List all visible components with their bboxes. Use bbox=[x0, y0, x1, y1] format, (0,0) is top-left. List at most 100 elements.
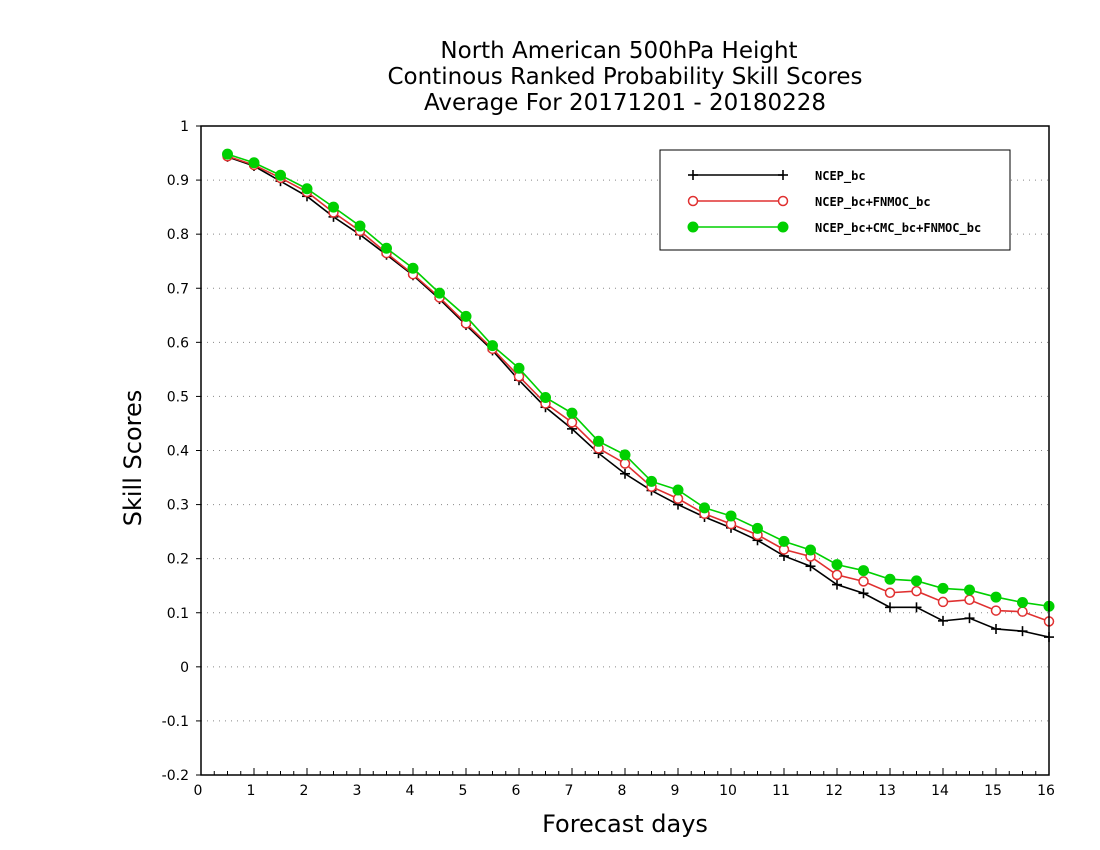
data-point bbox=[858, 576, 869, 587]
data-point bbox=[646, 475, 657, 487]
data-point bbox=[513, 362, 525, 374]
legend-marker bbox=[777, 195, 789, 207]
data-point bbox=[778, 535, 790, 547]
y-tick-label: 0.2 bbox=[167, 552, 189, 568]
x-axis-label: Forecast days bbox=[542, 810, 708, 838]
legend-marker bbox=[687, 195, 699, 207]
data-point bbox=[672, 484, 684, 496]
data-point bbox=[990, 591, 1002, 603]
legend-marker bbox=[778, 170, 788, 180]
data-point bbox=[805, 561, 816, 572]
y-tick-label: 1 bbox=[180, 119, 189, 135]
data-point bbox=[832, 579, 842, 590]
legend-entry-label: NCEP_bc+FNMOC_bc bbox=[815, 195, 931, 210]
data-point bbox=[911, 585, 922, 597]
chart-title-line-2: Continous Ranked Probability Skill Score… bbox=[387, 64, 862, 90]
y-tick-label: -0.2 bbox=[162, 768, 189, 784]
data-point bbox=[460, 310, 472, 322]
data-point bbox=[964, 584, 975, 596]
data-point bbox=[540, 391, 551, 403]
y-tick-label: 0.8 bbox=[167, 227, 189, 243]
y-axis-label: Skill Scores bbox=[119, 390, 147, 527]
data-point bbox=[885, 602, 895, 613]
data-point bbox=[725, 510, 737, 522]
data-point bbox=[964, 613, 975, 624]
data-point bbox=[222, 148, 233, 160]
x-tick-label: 8 bbox=[618, 783, 627, 799]
data-point bbox=[593, 435, 604, 447]
x-tick-label: 1 bbox=[247, 783, 256, 799]
x-tick-label: 3 bbox=[353, 783, 362, 799]
y-axis-ticks: 1 0.9 0.8 0.7 0.6 0.5 0.4 0.3 0.2 0.1 0 -0.1 -0.2 bbox=[162, 119, 201, 784]
plot-frame bbox=[200, 125, 1050, 776]
series-2 bbox=[222, 148, 1055, 612]
x-tick-label: 15 bbox=[984, 783, 1002, 799]
data-point bbox=[487, 340, 498, 352]
data-point bbox=[620, 468, 630, 479]
data-point bbox=[381, 242, 392, 254]
x-tick-label: 10 bbox=[719, 783, 737, 799]
x-tick-label: 11 bbox=[772, 783, 790, 799]
x-tick-label: 14 bbox=[931, 783, 949, 799]
data-point bbox=[619, 458, 631, 469]
data-point bbox=[566, 417, 578, 428]
chart-title-line-3: Average For 20171201 - 20180228 bbox=[424, 90, 826, 116]
data-point bbox=[858, 565, 869, 577]
x-tick-label: 5 bbox=[459, 783, 468, 799]
legend-box bbox=[659, 149, 1011, 251]
y-tick-label: -0.1 bbox=[162, 714, 189, 730]
legend-marker bbox=[687, 221, 699, 233]
legend-marker bbox=[777, 221, 789, 233]
x-tick-label: 0 bbox=[194, 783, 203, 799]
legend-entry-label: NCEP_bc bbox=[815, 169, 866, 184]
data-point bbox=[275, 169, 286, 181]
data-point bbox=[911, 602, 922, 613]
x-tick-label: 2 bbox=[300, 783, 309, 799]
x-tick-label: 9 bbox=[671, 783, 680, 799]
data-point bbox=[1017, 606, 1028, 617]
data-point bbox=[831, 569, 843, 581]
data-point bbox=[858, 588, 869, 599]
x-tick-label: 6 bbox=[512, 783, 521, 799]
data-point bbox=[938, 615, 948, 626]
data-point bbox=[566, 407, 578, 419]
data-point bbox=[964, 594, 975, 606]
data-point bbox=[407, 262, 419, 274]
data-point bbox=[884, 573, 896, 585]
data-point bbox=[354, 220, 366, 232]
data-point bbox=[672, 493, 684, 504]
x-tick-label: 13 bbox=[878, 783, 896, 799]
x-axis-ticks: 0 1 2 3 4 5 6 7 8 9 10 11 12 13 14 15 16 bbox=[194, 768, 1055, 799]
data-point bbox=[911, 575, 922, 587]
legend: NCEP_bc NCEP_bc+FNMOC_bc NCEP_bc+CMC_bc+FN… bbox=[659, 149, 1011, 251]
y-tick-label: 0.4 bbox=[167, 444, 189, 460]
data-point bbox=[1017, 596, 1028, 608]
data-point bbox=[937, 596, 949, 608]
y-tick-label: 0.1 bbox=[167, 606, 189, 622]
x-tick-label: 4 bbox=[406, 783, 415, 799]
data-point bbox=[752, 522, 763, 534]
x-tick-label: 7 bbox=[565, 783, 574, 799]
data-point bbox=[937, 582, 949, 594]
y-tick-label: 0.9 bbox=[167, 173, 189, 189]
data-point bbox=[1017, 626, 1028, 637]
x-tick-label: 12 bbox=[825, 783, 843, 799]
y-tick-label: 0.5 bbox=[167, 389, 189, 405]
data-point bbox=[699, 502, 710, 514]
data-point bbox=[991, 623, 1001, 634]
y-tick-label: 0.6 bbox=[167, 335, 189, 351]
data-point bbox=[619, 449, 631, 461]
data-point bbox=[990, 605, 1002, 616]
data-point bbox=[831, 559, 843, 571]
data-point bbox=[805, 544, 816, 556]
legend-marker bbox=[688, 170, 698, 180]
data-point bbox=[884, 587, 896, 598]
x-tick-label: 16 bbox=[1037, 783, 1055, 799]
y-tick-label: 0.7 bbox=[167, 281, 189, 297]
y-tick-label: 0 bbox=[180, 660, 189, 676]
data-series bbox=[222, 148, 1055, 643]
data-point bbox=[328, 201, 339, 213]
data-point bbox=[248, 157, 260, 169]
data-point bbox=[301, 183, 313, 195]
